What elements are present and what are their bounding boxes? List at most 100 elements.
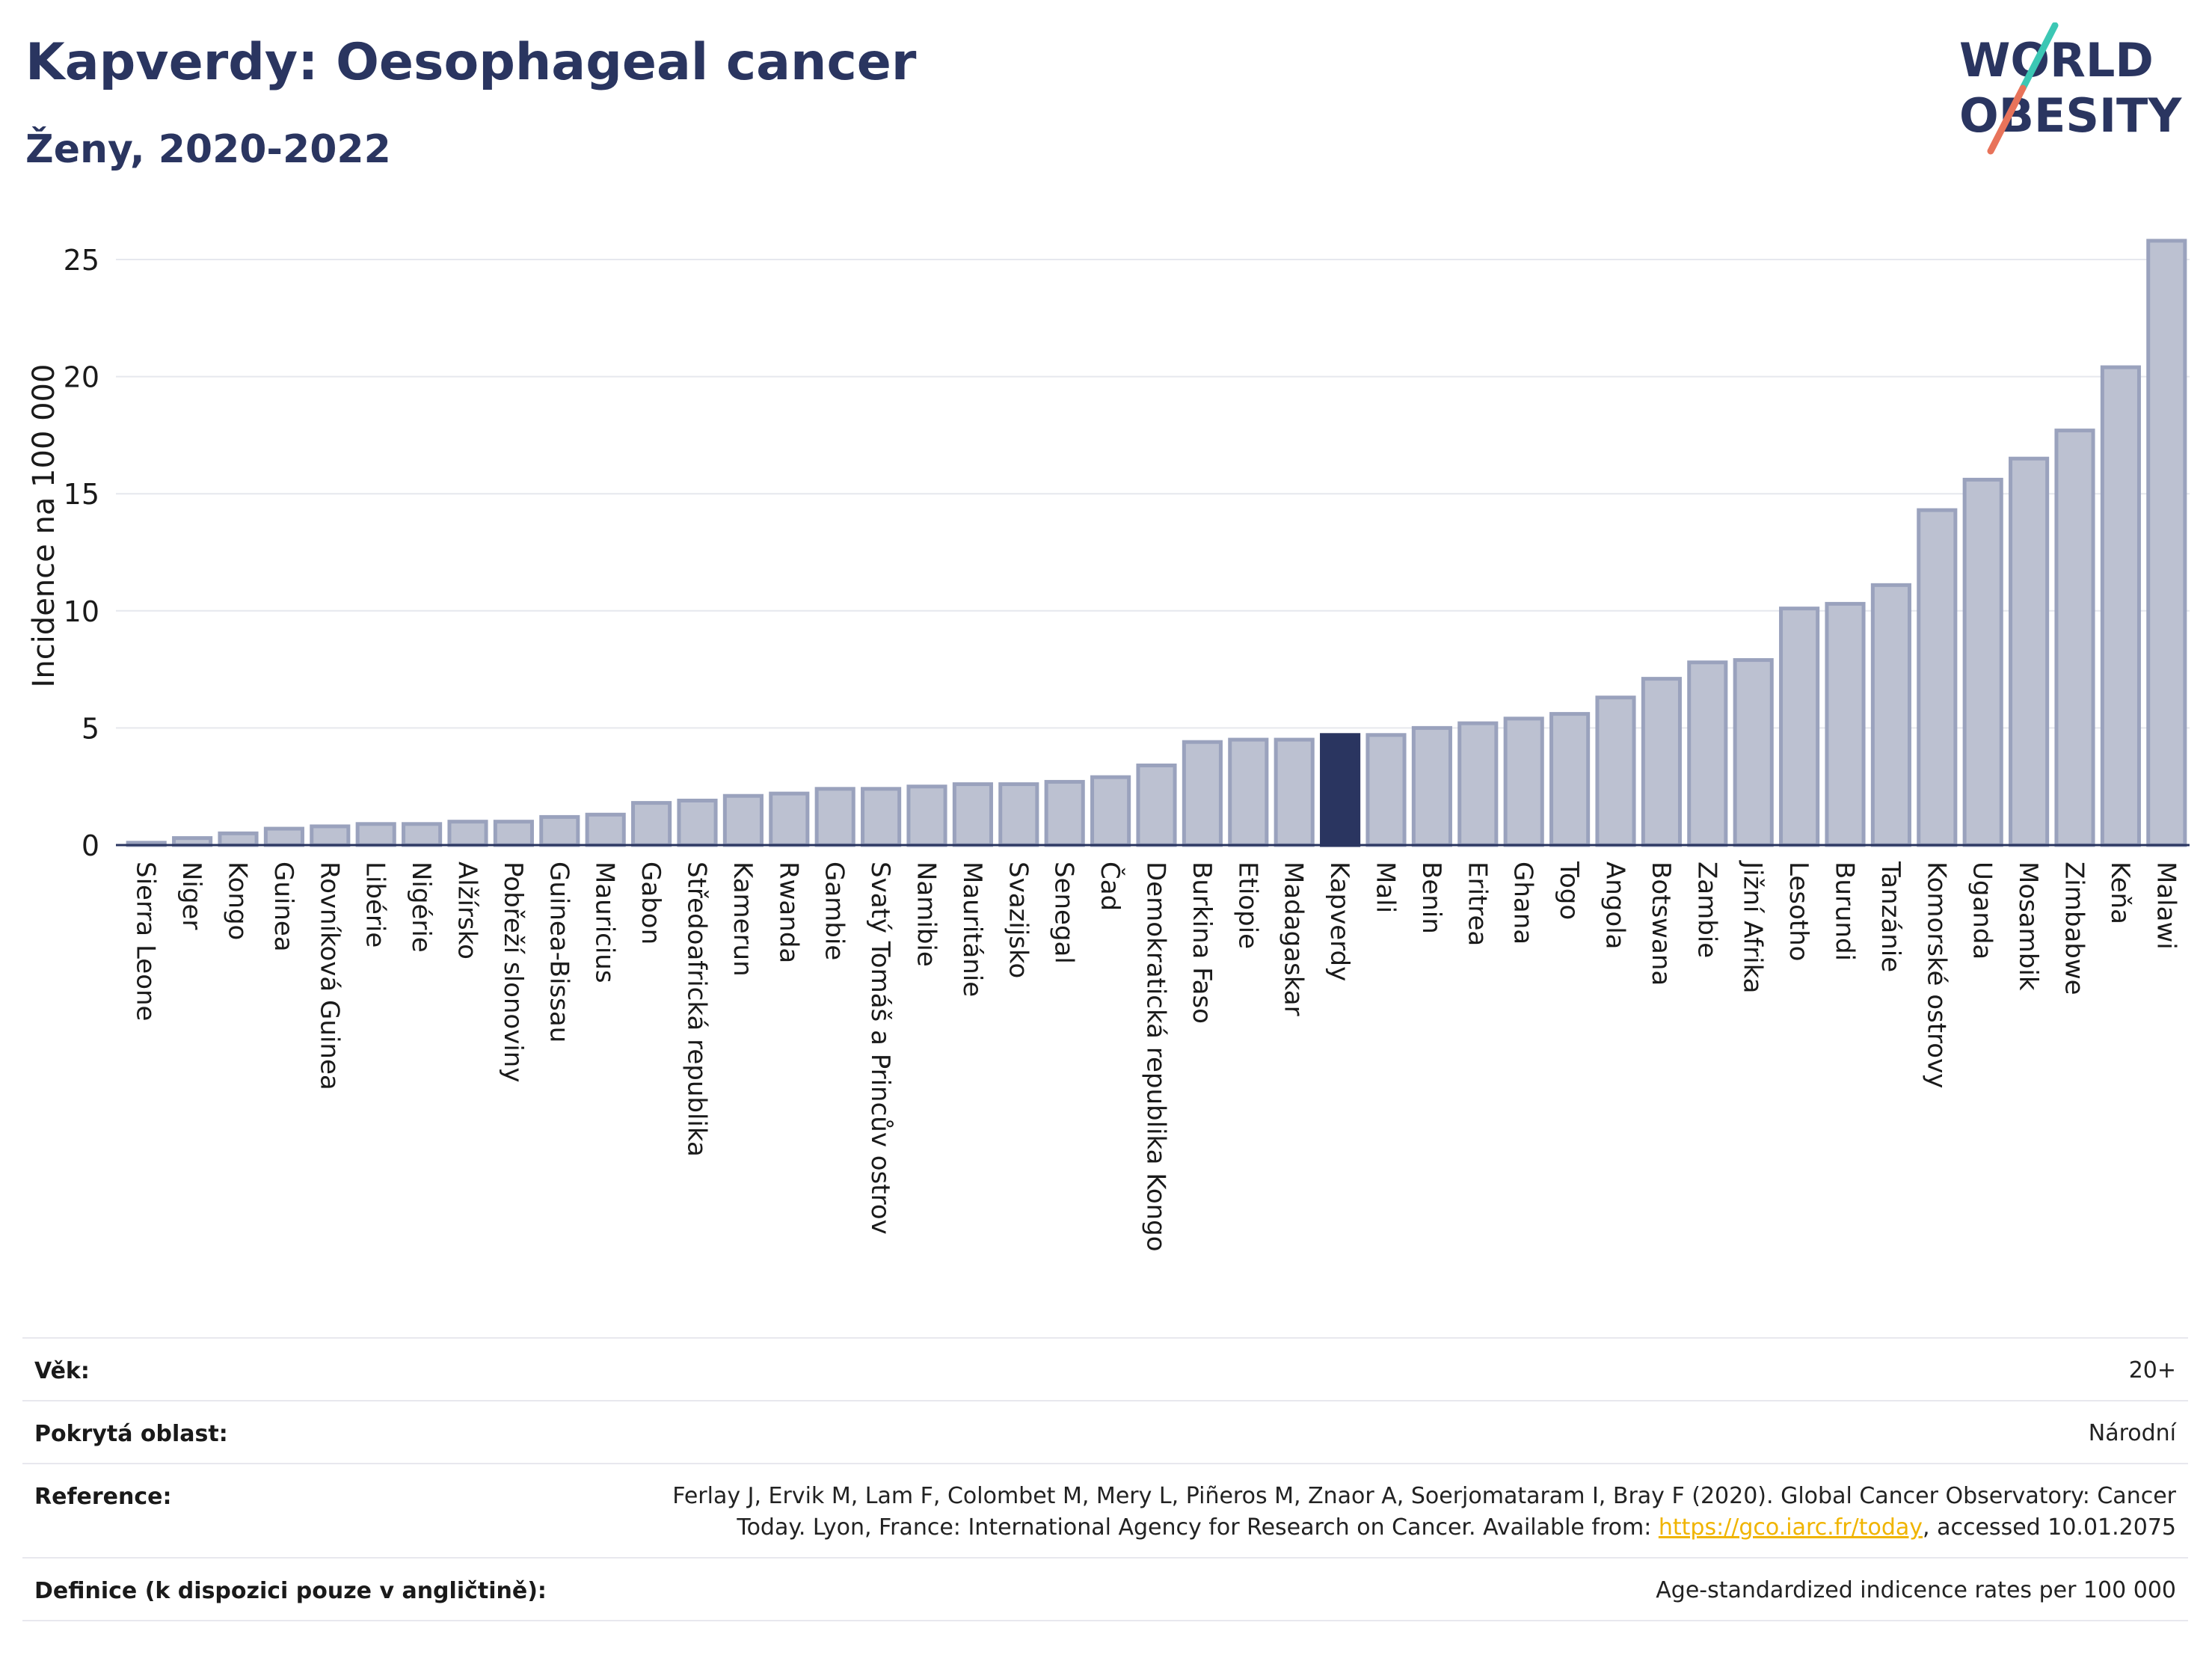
x-tick-label: Malawi <box>2151 862 2181 950</box>
info-row-reference: Reference: Ferlay J, Ervik M, Lam F, Col… <box>22 1463 2188 1557</box>
x-tick-label: Alžírsko <box>452 862 482 959</box>
info-key: Pokrytá oblast: <box>34 1421 228 1447</box>
reference-line2: Today. Lyon, France: International Agenc… <box>672 1512 2176 1544</box>
x-tick-label: Čad <box>1095 862 1125 911</box>
x-tick-label: Gambie <box>820 862 850 960</box>
x-tick-label: Mauricius <box>590 862 620 983</box>
bar <box>1641 677 1682 847</box>
x-tick-label: Svatý Tomáš a Princův ostrov <box>865 862 895 1235</box>
y-tick-label: 25 <box>64 244 99 277</box>
bar-chart: 0 5 10 15 20 25 Incidence na 100 000 Sierra Leo… <box>27 239 2190 1252</box>
bar <box>355 822 396 847</box>
x-tick-label: Niger <box>176 862 206 930</box>
bar <box>402 822 443 847</box>
bar <box>1411 725 1452 847</box>
bar <box>1503 716 1544 847</box>
bar <box>906 784 947 847</box>
bar <box>769 791 810 847</box>
bar <box>1962 477 2003 847</box>
x-tick-label: Svazijsko <box>1003 862 1033 978</box>
bar <box>1779 607 1820 847</box>
info-key: Definice (k dispozici pouze v angličtině… <box>34 1578 547 1604</box>
x-tick-label: Sierra Leone <box>131 862 161 1021</box>
y-tick-label: 20 <box>64 361 99 394</box>
x-tick-label: Rovníková Guinea <box>314 862 344 1090</box>
bar <box>2146 239 2187 847</box>
bar <box>1687 660 1728 847</box>
x-tick-label: Nigérie <box>406 862 436 953</box>
x-tick-label: Burkina Faso <box>1187 862 1217 1024</box>
x-tick-label: Botswana <box>1646 862 1676 986</box>
x-tick-label: Rwanda <box>773 862 803 963</box>
bar <box>952 782 993 847</box>
x-tick-label: Senegal <box>1049 862 1079 964</box>
bar <box>722 793 764 847</box>
info-value: Age-standardized indicence rates per 100… <box>1656 1577 2176 1603</box>
bar <box>998 782 1039 847</box>
bar <box>2009 456 2050 847</box>
x-tick-label: Tanzánie <box>1875 861 1905 972</box>
reference-line2-post: , accessed 10.01.2075 <box>1923 1514 2176 1541</box>
bar <box>539 814 580 847</box>
bar <box>1136 764 1177 847</box>
bar <box>218 831 259 847</box>
bar <box>1549 712 1591 847</box>
bar <box>2054 429 2095 847</box>
x-tick-label: Kamerun <box>728 862 758 977</box>
x-tick-label: Lesotho <box>1784 862 1813 961</box>
x-tick-label: Zambie <box>1692 862 1721 958</box>
bar <box>263 826 304 847</box>
x-tick-label: Komorské ostrovy <box>1921 862 1951 1088</box>
info-row-area: Pokrytá oblast: Národní <box>22 1400 2188 1463</box>
page-title: Kapverdy: Oesophageal cancer <box>25 33 917 92</box>
x-tick-label: Madagaskar <box>1279 862 1309 1016</box>
x-tick-label: Guinea-Bissau <box>544 862 574 1043</box>
bar <box>861 787 902 847</box>
bar <box>1870 583 1911 847</box>
bar <box>1917 508 1958 847</box>
bar <box>310 824 351 847</box>
bar <box>1182 740 1223 847</box>
logo-slash-coral <box>1987 85 2027 155</box>
x-tick-label: Pobřeží slonoviny <box>498 862 528 1082</box>
info-key: Věk: <box>34 1358 90 1384</box>
info-value: Ferlay J, Ervik M, Lam F, Colombet M, Me… <box>672 1481 2176 1544</box>
bar <box>631 801 672 847</box>
bar <box>585 812 626 847</box>
x-tick-label: Gabon <box>636 862 666 945</box>
x-tick-label: Demokratická republika Kongo <box>1141 862 1171 1252</box>
page-subtitle: Ženy, 2020-2022 <box>25 127 391 172</box>
y-tick-label: 15 <box>64 478 99 511</box>
bar <box>1274 737 1315 847</box>
x-tick-label: Etiopie <box>1232 862 1262 949</box>
bar <box>1044 779 1085 847</box>
x-tick-label: Kongo <box>223 862 253 940</box>
reference-link[interactable]: https://gco.iarc.fr/today <box>1658 1514 1923 1541</box>
y-tick-label: 10 <box>64 595 99 628</box>
info-key: Reference: <box>34 1484 172 1510</box>
y-tick-label: 5 <box>82 712 99 745</box>
info-row-age: Věk: 20+ <box>22 1337 2188 1400</box>
x-tick-label: Středoafrická republika <box>682 862 712 1157</box>
bar <box>1595 696 1636 847</box>
x-tick-label: Ghana <box>1508 862 1538 945</box>
bar <box>1320 733 1361 847</box>
info-value: 20+ <box>2128 1357 2176 1384</box>
bar <box>1090 775 1131 847</box>
bar <box>1457 721 1499 847</box>
reference-line1: Ferlay J, Ervik M, Lam F, Colombet M, Me… <box>672 1483 2176 1509</box>
x-tick-label: Uganda <box>1967 862 1997 959</box>
bar <box>493 820 534 847</box>
info-table: Věk: 20+ Pokrytá oblast: Národní Referen… <box>22 1337 2188 1621</box>
bar <box>814 787 855 847</box>
bar <box>1733 658 1774 847</box>
x-tick-label: Togo <box>1554 861 1584 920</box>
y-axis-label: Incidence na 100 000 <box>27 364 61 688</box>
x-tick-label: Mauritánie <box>957 862 987 997</box>
world-obesity-logo: WORLD OBESITY <box>1959 22 2182 155</box>
x-tick-label: Guinea <box>268 862 298 952</box>
x-tick-label: Mosambik <box>2013 862 2043 991</box>
bar <box>2100 365 2141 847</box>
x-tick-label: Kapverdy <box>1324 862 1354 981</box>
info-value: Národní <box>2088 1420 2176 1446</box>
